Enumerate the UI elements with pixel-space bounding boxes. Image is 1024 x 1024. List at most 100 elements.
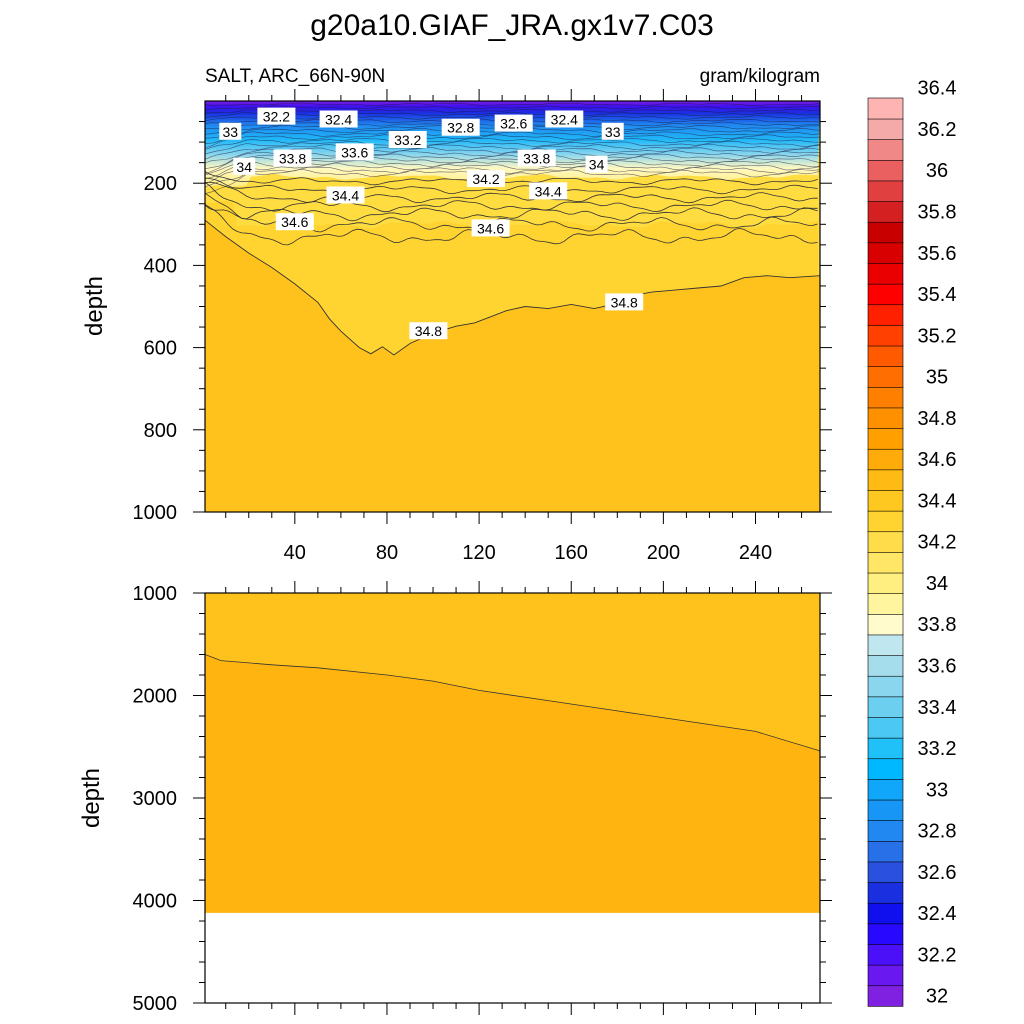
- colorbar-label: 33.8: [918, 614, 957, 636]
- x-tick-label: 40: [284, 542, 306, 564]
- contour-label: 33.8: [517, 149, 556, 167]
- upper-x-tick-labels: 40 80 120 160 200 240: [284, 542, 773, 564]
- colorbar-swatch: [867, 97, 904, 120]
- colorbar-swatch: [867, 696, 904, 718]
- lower-y-tick-labels: 1000 2000 3000 4000 5000: [133, 583, 178, 1015]
- colorbar-label: 35.8: [918, 202, 957, 224]
- colorbar-swatch: [867, 654, 904, 677]
- colorbar-swatch: [867, 180, 904, 202]
- svg-text:34.8: 34.8: [611, 294, 638, 310]
- contour-label: 33.6: [335, 143, 374, 161]
- upper-y-tick-labels: 200 400 600 800 1000: [133, 173, 178, 524]
- svg-text:33.8: 33.8: [523, 151, 550, 167]
- colorbar-label: 34.4: [918, 490, 957, 512]
- contour-label: 34.4: [529, 182, 568, 200]
- colorbar-swatch: [867, 138, 904, 161]
- contour-label: 33.2: [388, 131, 427, 148]
- colorbar-swatch: [867, 386, 904, 409]
- lower-deep-fill: [205, 654, 820, 913]
- colorbar-label: 35: [926, 367, 948, 389]
- colorbar-swatch: [867, 943, 904, 966]
- contour-label: 33.8: [273, 149, 312, 167]
- lower-panel: [205, 593, 820, 1003]
- colorbar-swatch: [867, 200, 904, 223]
- colorbar-swatch: [867, 675, 904, 698]
- colorbar-swatch: [867, 923, 904, 945]
- colorbar-swatch: [867, 737, 904, 760]
- svg-text:34.6: 34.6: [477, 220, 504, 236]
- colorbar-swatch: [867, 324, 904, 347]
- colorbar-swatch: [867, 407, 904, 429]
- colorbar-swatch: [867, 531, 904, 553]
- contour-label: 34.8: [409, 322, 448, 340]
- svg-text:33.6: 33.6: [341, 144, 368, 160]
- chart-title: g20a10.GIAF_JRA.gx1v7.C03: [310, 9, 714, 42]
- lower-axis-ticks: [193, 581, 832, 1015]
- contour-label: 34.6: [275, 213, 314, 231]
- colorbar-label: 32.8: [918, 821, 957, 843]
- colorbar-label: 33.6: [918, 656, 957, 678]
- svg-text:34.2: 34.2: [472, 171, 499, 187]
- colorbar-swatch: [867, 985, 904, 1007]
- contour-label: 32.6: [494, 114, 533, 132]
- colorbar-swatch: [867, 902, 904, 925]
- svg-text:34: 34: [236, 159, 252, 175]
- x-tick-label: 120: [462, 542, 495, 564]
- svg-text:32.4: 32.4: [325, 112, 352, 128]
- contour-label: 34.8: [605, 293, 644, 311]
- colorbar-label: 34.8: [918, 408, 957, 430]
- svg-text:34.8: 34.8: [415, 323, 442, 339]
- colorbar-swatch: [867, 716, 904, 739]
- y-tick-label: 4000: [133, 891, 178, 913]
- colorbar-label: 32: [926, 986, 948, 1008]
- colorbar-swatch: [867, 283, 904, 306]
- colorbar-swatch: [867, 840, 904, 863]
- y-tick-label: 400: [144, 255, 177, 277]
- colorbar-swatch: [867, 551, 904, 574]
- y-tick-label: 600: [144, 338, 177, 360]
- colorbar-swatch: [867, 613, 904, 636]
- colorbar-label: 34.2: [918, 532, 957, 554]
- contour-label: 32.4: [319, 110, 358, 128]
- colorbar-label: 32.6: [918, 862, 957, 884]
- colorbar-label: 34: [926, 573, 948, 595]
- colorbar-swatch: [867, 572, 904, 594]
- upper-y-axis-label: depth: [81, 276, 108, 336]
- colorbar-label: 36.4: [918, 78, 957, 100]
- svg-text:32.8: 32.8: [447, 120, 474, 136]
- colorbar-swatch: [867, 469, 904, 491]
- colorbar-swatch: [867, 489, 904, 512]
- upper-axis-ticks: [193, 89, 832, 524]
- colorbar-swatch: [867, 964, 904, 987]
- colorbar-label: 32.4: [918, 903, 957, 925]
- svg-text:33: 33: [605, 124, 621, 140]
- x-tick-label: 80: [376, 542, 398, 564]
- colorbar-label: 35.4: [918, 284, 957, 306]
- colorbar-swatch: [867, 778, 904, 801]
- colorbar-swatch: [867, 242, 904, 264]
- colorbar-swatch: [867, 448, 904, 471]
- y-tick-label: 3000: [133, 788, 178, 810]
- subtitle-right: gram/kilogram: [700, 66, 820, 87]
- svg-text:32.6: 32.6: [500, 116, 527, 132]
- svg-text:32.4: 32.4: [551, 112, 578, 128]
- colorbar-swatch: [867, 819, 904, 842]
- colorbar-label: 32.2: [918, 944, 957, 966]
- colorbar-swatch: [867, 159, 904, 182]
- contour-label: 32.2: [257, 107, 296, 125]
- colorbar-swatch: [867, 365, 904, 388]
- colorbar-labels: 32 32.2 32.4 32.6 32.8 33 33.2 33.4 33.6 33.8 34 34…: [918, 78, 957, 1008]
- colorbar-swatch: [867, 861, 904, 883]
- contour-label: 33: [601, 122, 624, 140]
- svg-text:34.4: 34.4: [332, 188, 359, 204]
- y-tick-label: 1000: [133, 583, 178, 605]
- contour-label: 34.4: [326, 186, 365, 204]
- y-tick-label: 200: [144, 173, 177, 195]
- colorbar-swatch: [867, 634, 904, 656]
- colorbar-swatch: [867, 118, 904, 140]
- colorbar-label: 33: [926, 779, 948, 801]
- contour-label: 34: [585, 155, 608, 173]
- lower-y-axis-label: depth: [78, 768, 105, 828]
- svg-text:34.6: 34.6: [281, 214, 308, 230]
